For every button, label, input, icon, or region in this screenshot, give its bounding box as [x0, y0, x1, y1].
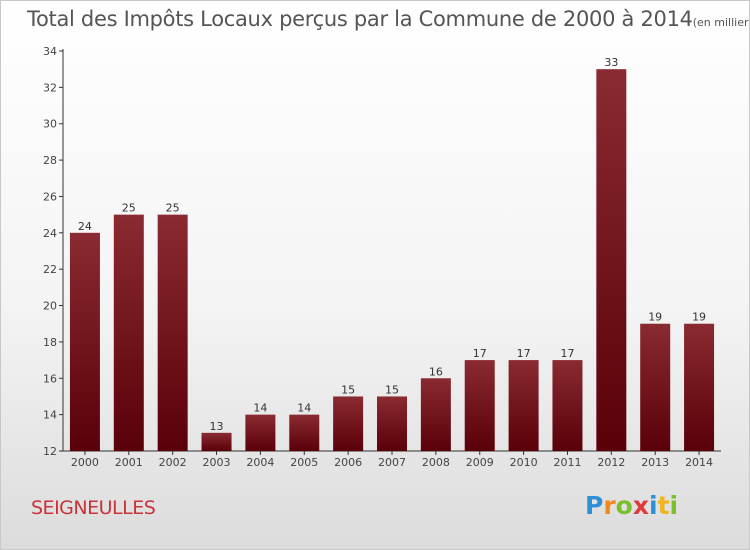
data-labels: 24 25 25 13 14 14 15 15 16 17 17 17 33 19 19	[78, 56, 706, 433]
data-label: 16	[429, 365, 443, 378]
y-tick-label: 12	[43, 445, 57, 458]
brand-letter: r	[603, 491, 616, 520]
data-label: 19	[648, 311, 662, 324]
x-tick-label: 2010	[510, 456, 538, 469]
y-tick-label: 34	[43, 45, 57, 58]
brand-letter: t	[657, 491, 670, 520]
title-row: Total des Impôts Locaux perçus par la Co…	[27, 7, 749, 31]
x-tick-label: 2006	[334, 456, 362, 469]
bar	[201, 432, 232, 451]
x-tick-label: 2014	[685, 456, 713, 469]
bar	[245, 414, 276, 451]
bars	[69, 69, 715, 451]
brand-letter: x	[632, 491, 649, 520]
chart-title: Total des Impôts Locaux perçus par la Co…	[27, 7, 693, 31]
y-tick-label: 28	[43, 154, 57, 167]
proxiti-logo: Proxiti	[585, 491, 678, 520]
x-tick-label: 2008	[422, 456, 450, 469]
data-label: 14	[253, 402, 267, 415]
data-label: 19	[692, 311, 706, 324]
x-tick-label: 2004	[246, 456, 274, 469]
x-tick-label: 2011	[553, 456, 581, 469]
x-tick-label: 2001	[115, 456, 143, 469]
x-tick-label: 2000	[71, 456, 99, 469]
y-tick-label: 20	[43, 300, 57, 313]
data-label: 17	[560, 347, 574, 360]
x-tick-label: 2002	[159, 456, 187, 469]
bar	[420, 378, 451, 451]
y-tick-label: 14	[43, 409, 57, 422]
data-label: 14	[297, 402, 311, 415]
y-tick-label: 32	[43, 81, 57, 94]
data-label: 15	[385, 383, 399, 396]
bar	[113, 214, 144, 451]
y-tick-label: 24	[43, 227, 57, 240]
bar	[289, 414, 320, 451]
bar	[684, 323, 715, 451]
chart-subtitle: (en milliers d'€)	[692, 16, 749, 29]
x-tick-label: 2013	[641, 456, 669, 469]
y-tick-label: 18	[43, 336, 57, 349]
y-tick-label: 22	[43, 263, 57, 276]
bar	[157, 214, 188, 451]
brand-letter: o	[615, 491, 633, 520]
brand-letter: i	[649, 491, 658, 520]
bar	[377, 396, 407, 451]
data-label: 17	[517, 347, 531, 360]
data-label: 25	[122, 202, 136, 215]
bar	[552, 360, 583, 451]
brand-letter: P	[585, 491, 604, 520]
x-tick-label: 2005	[290, 456, 318, 469]
brand-letter: i	[669, 491, 679, 520]
x-tick-label: 2012	[597, 456, 625, 469]
data-label: 15	[341, 383, 355, 396]
y-tick-label: 26	[43, 190, 57, 203]
y-tick-label: 30	[43, 118, 57, 131]
x-tick-label: 2003	[203, 456, 231, 469]
x-tick-label: 2007	[378, 456, 406, 469]
axes: 12 14 16 18 20 22 24 26 28 30 32 34 2000 2001 2002 2003…	[43, 45, 721, 469]
bar	[508, 360, 539, 451]
bar	[464, 360, 495, 451]
data-label: 13	[210, 420, 224, 433]
data-label: 24	[78, 220, 92, 233]
data-label: 25	[166, 202, 180, 215]
y-tick-label: 16	[43, 372, 57, 385]
commune-name: SEIGNEULLES	[31, 497, 156, 519]
bar	[69, 232, 100, 451]
bar	[596, 69, 627, 451]
bar	[640, 323, 671, 451]
bar	[333, 396, 364, 451]
x-tick-label: 2009	[466, 456, 494, 469]
data-label: 17	[473, 347, 487, 360]
data-label: 33	[604, 56, 618, 69]
